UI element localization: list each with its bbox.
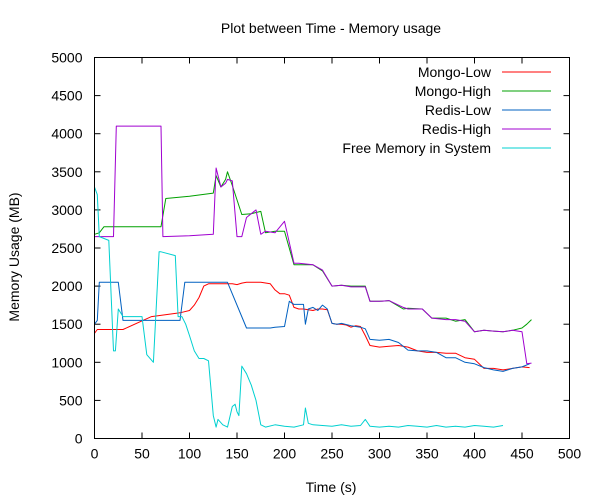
series-group bbox=[94, 125, 532, 428]
y-axis-label: Memory Usage (MB) bbox=[6, 192, 22, 321]
legend-label-redis-low: Redis-Low bbox=[425, 102, 492, 118]
series-line-redis-high bbox=[94, 125, 532, 365]
y-tick-label: 5000 bbox=[51, 50, 82, 66]
y-tick-label: 3000 bbox=[51, 202, 82, 218]
legend: Mongo-Low Mongo-High Redis-Low Redis-High Fr… bbox=[342, 64, 551, 156]
series-line-redis-low bbox=[94, 281, 530, 372]
x-tick-label: 500 bbox=[558, 446, 582, 462]
y-tick-label: 500 bbox=[59, 392, 83, 408]
y-tick-label: 4000 bbox=[51, 126, 82, 142]
x-tick-label: 200 bbox=[273, 446, 297, 462]
x-tick-label: 0 bbox=[91, 446, 99, 462]
x-tick-label: 250 bbox=[320, 446, 344, 462]
x-tick-label: 150 bbox=[225, 446, 249, 462]
x-tick-label: 50 bbox=[134, 446, 150, 462]
chart-title: Plot between Time - Memory usage bbox=[221, 20, 441, 36]
series-line-free-memory-in-system bbox=[94, 186, 504, 428]
y-tick-label: 2500 bbox=[51, 240, 82, 256]
legend-label-mongo-low: Mongo-Low bbox=[418, 64, 492, 80]
x-tick-label: 400 bbox=[463, 446, 487, 462]
x-tick-label: 450 bbox=[510, 446, 534, 462]
legend-label-free-memory-in-system: Free Memory in System bbox=[342, 140, 491, 156]
y-tick-label: 4500 bbox=[51, 88, 82, 104]
legend-label-redis-high: Redis-High bbox=[422, 121, 491, 137]
x-axis-label: Time (s) bbox=[306, 479, 357, 495]
y-tick-label: 0 bbox=[75, 431, 83, 447]
plot-frame bbox=[94, 57, 570, 439]
y-tick-label: 1000 bbox=[51, 354, 82, 370]
x-tick-label: 100 bbox=[178, 446, 202, 462]
legend-label-mongo-high: Mongo-High bbox=[415, 83, 491, 99]
y-tick-label: 1500 bbox=[51, 316, 82, 332]
series-line-mongo-low bbox=[94, 281, 530, 371]
axis-ticks: 0 50 100 150 200 250 300 350 400 450 5000500100015… bbox=[51, 50, 581, 462]
y-tick-label: 3500 bbox=[51, 164, 82, 180]
x-tick-label: 300 bbox=[368, 446, 392, 462]
x-tick-label: 350 bbox=[415, 446, 439, 462]
y-tick-label: 2000 bbox=[51, 278, 82, 294]
